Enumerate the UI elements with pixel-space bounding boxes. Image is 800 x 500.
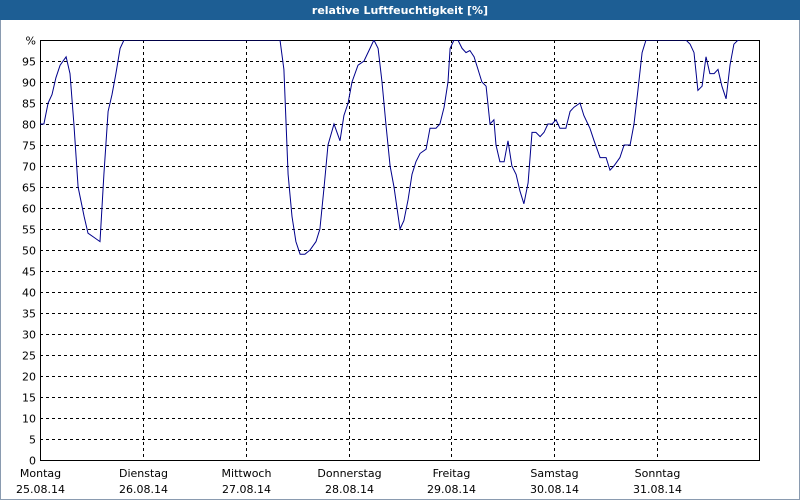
y-tick-label: 80 [22,119,36,132]
y-tick-label: 75 [22,140,36,153]
x-tick-date: 30.08.14 [530,483,579,496]
y-tick-label: 60 [22,203,36,216]
y-tick-label: 20 [22,371,36,384]
y-tick-label: 85 [22,98,36,111]
y-tick-label: 40 [22,287,36,300]
x-tick-date: 26.08.14 [119,483,168,496]
y-tick-label: 15 [22,392,36,405]
x-tick-date: 27.08.14 [222,483,271,496]
x-tick-label: Samstag [530,467,578,480]
y-tick-label: 0 [29,455,36,468]
x-tick-date: 31.08.14 [633,483,682,496]
y-tick-label: 50 [22,245,36,258]
chart-title: relative Luftfeuchtigkeit [%] [312,4,488,17]
y-tick-label: 55 [22,224,36,237]
x-tick-date: 25.08.14 [16,483,65,496]
x-tick-label: Sonntag [635,467,681,480]
y-tick-label: 65 [22,182,36,195]
y-tick-label: 95 [22,56,36,69]
y-tick-label: 70 [22,161,36,174]
x-tick-label: Dienstag [119,467,168,480]
y-tick-label: 25 [22,350,36,363]
x-tick-label: Donnerstag [317,467,381,480]
y-tick-label: 90 [22,77,36,90]
x-tick-label: Freitag [433,467,471,480]
plot-border [40,40,760,461]
y-tick-label: 30 [22,329,36,342]
y-tick-label: % [26,35,36,48]
x-tick-date: 29.08.14 [427,483,476,496]
x-tick-label: Mittwoch [222,467,272,480]
y-tick-label: 10 [22,413,36,426]
y-tick-label: 45 [22,266,36,279]
data-line [40,40,740,255]
header-bar [0,0,800,20]
x-tick-label: Montag [20,467,61,480]
y-tick-label: 35 [22,308,36,321]
x-tick-date: 28.08.14 [325,483,374,496]
y-tick-label: 5 [29,434,36,447]
